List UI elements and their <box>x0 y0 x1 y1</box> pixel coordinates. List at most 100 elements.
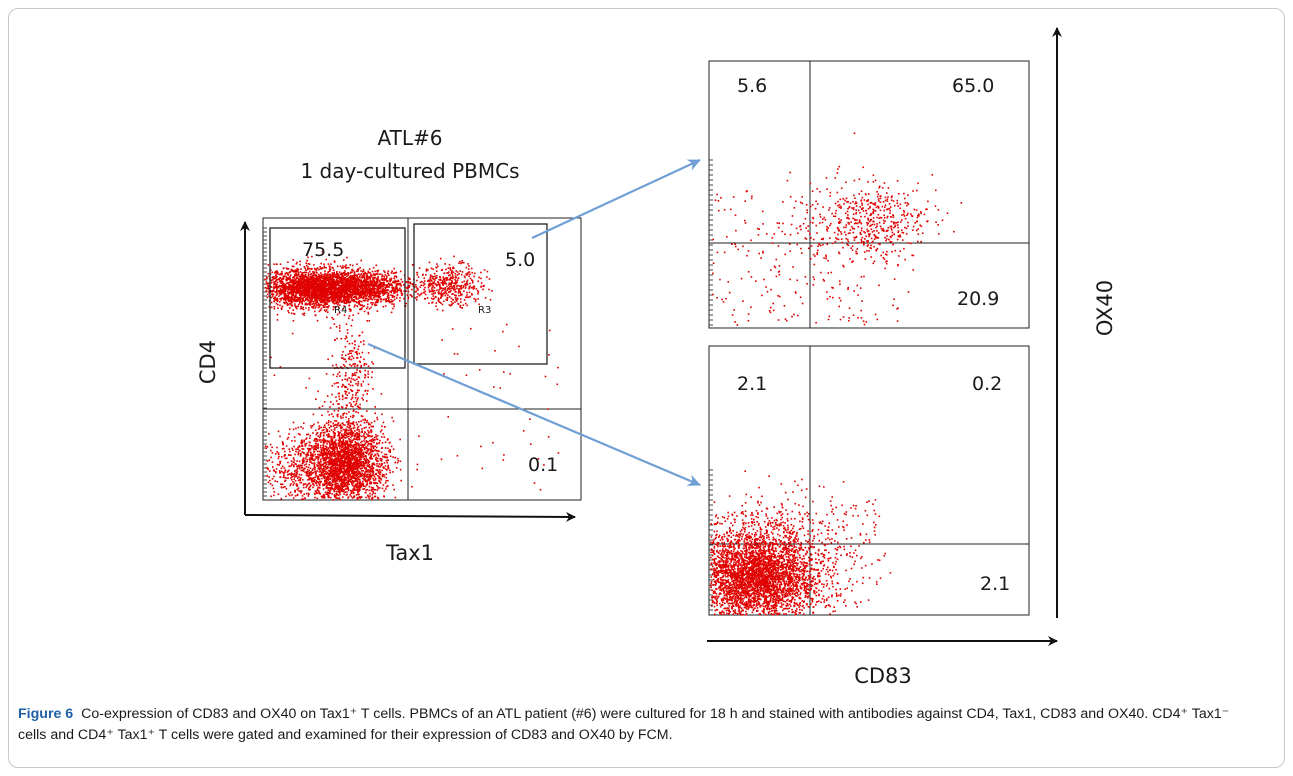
event-dot <box>292 259 295 261</box>
event-dot <box>345 290 347 293</box>
event-dot <box>453 255 455 258</box>
event-dot <box>275 302 278 305</box>
event-dot <box>363 293 365 296</box>
event-dot <box>393 267 395 270</box>
event-dot <box>359 280 361 283</box>
event-dot <box>383 298 385 301</box>
event-dot <box>466 279 469 282</box>
event-dot <box>312 302 315 305</box>
event-dot <box>385 298 387 300</box>
event-dot <box>360 308 363 311</box>
event-dot <box>301 307 304 310</box>
event-dot <box>294 281 296 284</box>
event-dot <box>282 288 284 290</box>
event-dot <box>360 294 363 297</box>
event-dot <box>370 431 373 434</box>
event-dot <box>348 300 350 302</box>
event-dot <box>457 284 459 287</box>
event-dot <box>299 296 302 298</box>
event-dot <box>305 264 308 267</box>
event-dot <box>455 277 457 279</box>
event-dot <box>320 284 322 286</box>
event-dot <box>326 301 329 303</box>
event-dot <box>373 296 375 298</box>
event-dot <box>276 283 278 286</box>
event-dot <box>385 285 388 288</box>
event-dot <box>390 284 392 286</box>
event-dot <box>303 300 305 303</box>
event-dot <box>440 287 443 289</box>
event-dot <box>292 282 295 284</box>
event-dot <box>387 465 389 468</box>
event-dot <box>326 290 329 292</box>
event-dot <box>370 448 373 450</box>
event-dot <box>353 300 356 303</box>
event-dot <box>280 288 282 291</box>
event-dot <box>303 293 306 295</box>
event-dot <box>401 293 404 295</box>
event-dot <box>366 272 368 275</box>
event-dot <box>400 278 402 281</box>
event-dot <box>416 468 418 471</box>
event-dot <box>452 276 455 279</box>
event-dot <box>372 447 375 450</box>
event-dot <box>294 274 296 276</box>
event-dot <box>308 307 310 309</box>
event-dot <box>304 293 307 296</box>
event-dot <box>350 295 353 298</box>
event-dot <box>477 291 480 293</box>
event-dot <box>334 287 336 290</box>
event-dot <box>393 298 396 301</box>
event-dot <box>344 280 346 282</box>
event-dot <box>330 285 333 287</box>
event-dot <box>349 290 352 293</box>
event-dot <box>318 268 320 271</box>
event-dot <box>367 286 370 288</box>
event-dot <box>327 433 330 435</box>
event-dot <box>311 275 313 278</box>
event-dot <box>411 283 414 285</box>
event-dot <box>302 276 305 279</box>
event-dot <box>428 261 431 264</box>
event-dot <box>391 303 393 305</box>
event-dot <box>314 446 317 449</box>
event-dot <box>417 289 419 291</box>
event-dot <box>327 276 330 278</box>
event-dot <box>380 282 383 285</box>
event-dot <box>431 293 433 295</box>
event-dot <box>337 439 340 442</box>
event-dot <box>451 273 454 276</box>
event-dot <box>325 306 328 308</box>
event-dot <box>316 299 319 301</box>
event-dot <box>364 281 366 284</box>
event-dot <box>359 289 361 291</box>
event-dot <box>449 279 451 281</box>
event-dot <box>295 306 297 309</box>
event-dot <box>391 284 393 287</box>
event-dot <box>388 286 390 288</box>
event-dot <box>287 274 290 276</box>
event-dot <box>468 275 470 278</box>
event-dot <box>474 300 477 303</box>
event-dot <box>352 296 355 299</box>
event-dot <box>377 284 380 286</box>
event-dot <box>299 271 302 273</box>
event-dot <box>322 295 324 297</box>
event-dot <box>292 293 295 295</box>
event-dot <box>455 275 457 277</box>
event-dot <box>266 293 269 296</box>
event-dot <box>284 479 287 482</box>
event-dot <box>332 267 334 269</box>
event-dot <box>409 281 411 284</box>
event-dot <box>478 303 480 306</box>
event-dot <box>314 268 317 271</box>
event-dot <box>331 279 334 281</box>
event-dot <box>468 265 470 267</box>
event-dot <box>290 288 293 290</box>
event-dot <box>373 277 376 279</box>
event-dot <box>271 291 273 293</box>
event-dot <box>346 293 348 296</box>
event-dot <box>285 288 288 291</box>
event-dot <box>368 448 371 451</box>
event-dot <box>287 310 289 312</box>
